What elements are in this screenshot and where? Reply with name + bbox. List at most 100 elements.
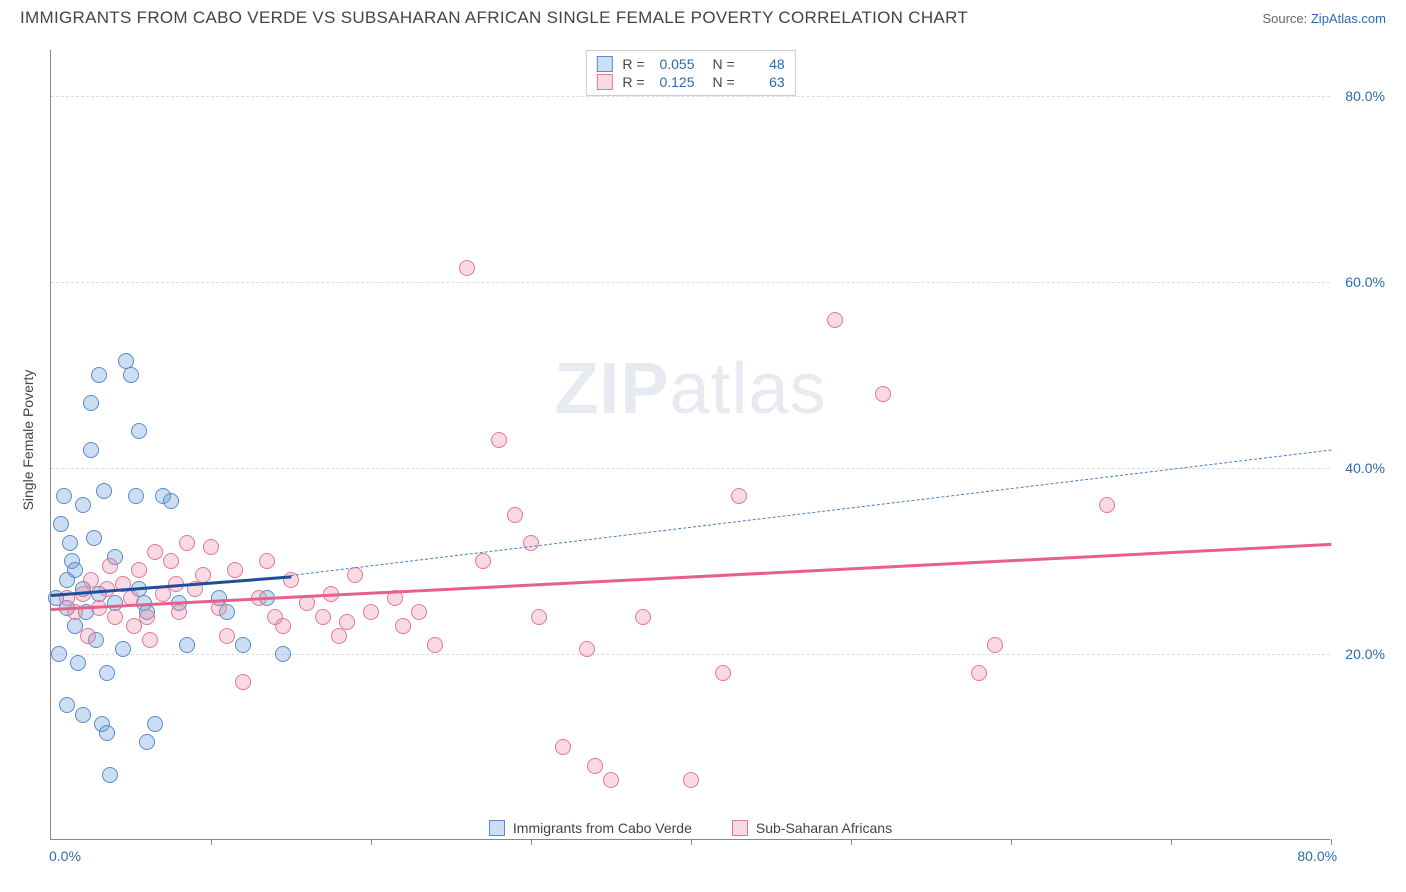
data-point [491, 432, 507, 448]
data-point [139, 734, 155, 750]
legend-swatch-series2 [596, 74, 612, 90]
gridline [51, 468, 1330, 469]
x-tick-mark [371, 839, 372, 845]
y-tick-label: 20.0% [1345, 646, 1385, 662]
data-point [683, 772, 699, 788]
data-point [126, 618, 142, 634]
data-point [62, 535, 78, 551]
data-point [102, 767, 118, 783]
x-tick-mark [1171, 839, 1172, 845]
data-point [147, 544, 163, 560]
data-point [102, 558, 118, 574]
data-point [579, 641, 595, 657]
data-point [427, 637, 443, 653]
data-point [75, 707, 91, 723]
plot-area: ZIPatlas R = 0.055 N = 48 R = 0.125 N = … [50, 50, 1330, 840]
data-point [603, 772, 619, 788]
data-point [115, 641, 131, 657]
data-point [80, 628, 96, 644]
legend-row-series1: R = 0.055 N = 48 [596, 55, 784, 73]
legend-swatch-bottom-series2 [732, 820, 748, 836]
data-point [275, 646, 291, 662]
data-point [123, 367, 139, 383]
data-point [99, 665, 115, 681]
data-point [203, 539, 219, 555]
gridline [51, 654, 1330, 655]
x-tick-mark [211, 839, 212, 845]
data-point [86, 530, 102, 546]
data-point [875, 386, 891, 402]
data-point [715, 665, 731, 681]
data-point [555, 739, 571, 755]
source-link[interactable]: ZipAtlas.com [1311, 11, 1386, 26]
legend-row-series2: R = 0.125 N = 63 [596, 73, 784, 91]
legend-swatch-series1 [596, 56, 612, 72]
legend-item-series2: Sub-Saharan Africans [732, 820, 892, 836]
data-point [67, 562, 83, 578]
data-point [75, 497, 91, 513]
data-point [179, 637, 195, 653]
data-point [235, 637, 251, 653]
y-tick-label: 60.0% [1345, 274, 1385, 290]
data-point [987, 637, 1003, 653]
data-point [171, 604, 187, 620]
y-tick-label: 40.0% [1345, 460, 1385, 476]
y-tick-label: 80.0% [1345, 88, 1385, 104]
data-point [219, 628, 235, 644]
chart-container: ZIPatlas R = 0.055 N = 48 R = 0.125 N = … [50, 40, 1390, 860]
data-point [475, 553, 491, 569]
data-point [128, 488, 144, 504]
data-point [83, 572, 99, 588]
data-point [99, 725, 115, 741]
data-point [731, 488, 747, 504]
chart-title: IMMIGRANTS FROM CABO VERDE VS SUBSAHARAN… [20, 8, 968, 28]
data-point [163, 553, 179, 569]
data-point [587, 758, 603, 774]
data-point [827, 312, 843, 328]
data-point [531, 609, 547, 625]
data-point [70, 655, 86, 671]
data-point [179, 535, 195, 551]
data-point [235, 674, 251, 690]
data-point [91, 367, 107, 383]
legend-series: Immigrants from Cabo Verde Sub-Saharan A… [51, 820, 1330, 836]
data-point [53, 516, 69, 532]
data-point [83, 442, 99, 458]
data-point [131, 562, 147, 578]
x-tick-mark [1011, 839, 1012, 845]
x-tick-mark [691, 839, 692, 845]
watermark: ZIPatlas [554, 348, 826, 430]
data-point [51, 646, 67, 662]
data-point [259, 553, 275, 569]
data-point [331, 628, 347, 644]
data-point [395, 618, 411, 634]
data-point [275, 618, 291, 634]
data-point [459, 260, 475, 276]
data-point [347, 567, 363, 583]
legend-swatch-bottom-series1 [489, 820, 505, 836]
x-tick-label: 80.0% [1297, 848, 1337, 864]
data-point [635, 609, 651, 625]
x-tick-label: 0.0% [49, 848, 81, 864]
data-point [411, 604, 427, 620]
data-point [163, 493, 179, 509]
legend-item-series1: Immigrants from Cabo Verde [489, 820, 692, 836]
data-point [107, 609, 123, 625]
gridline [51, 96, 1330, 97]
x-tick-mark [531, 839, 532, 845]
data-point [339, 614, 355, 630]
data-point [83, 395, 99, 411]
data-point [131, 423, 147, 439]
source-label: Source: ZipAtlas.com [1262, 11, 1386, 26]
x-tick-mark [851, 839, 852, 845]
gridline [51, 282, 1330, 283]
data-point [227, 562, 243, 578]
data-point [96, 483, 112, 499]
data-point [56, 488, 72, 504]
data-point [315, 609, 331, 625]
data-point [523, 535, 539, 551]
y-axis-label: Single Female Poverty [20, 370, 36, 511]
data-point [147, 716, 163, 732]
data-point [195, 567, 211, 583]
trend-line [51, 543, 1331, 611]
